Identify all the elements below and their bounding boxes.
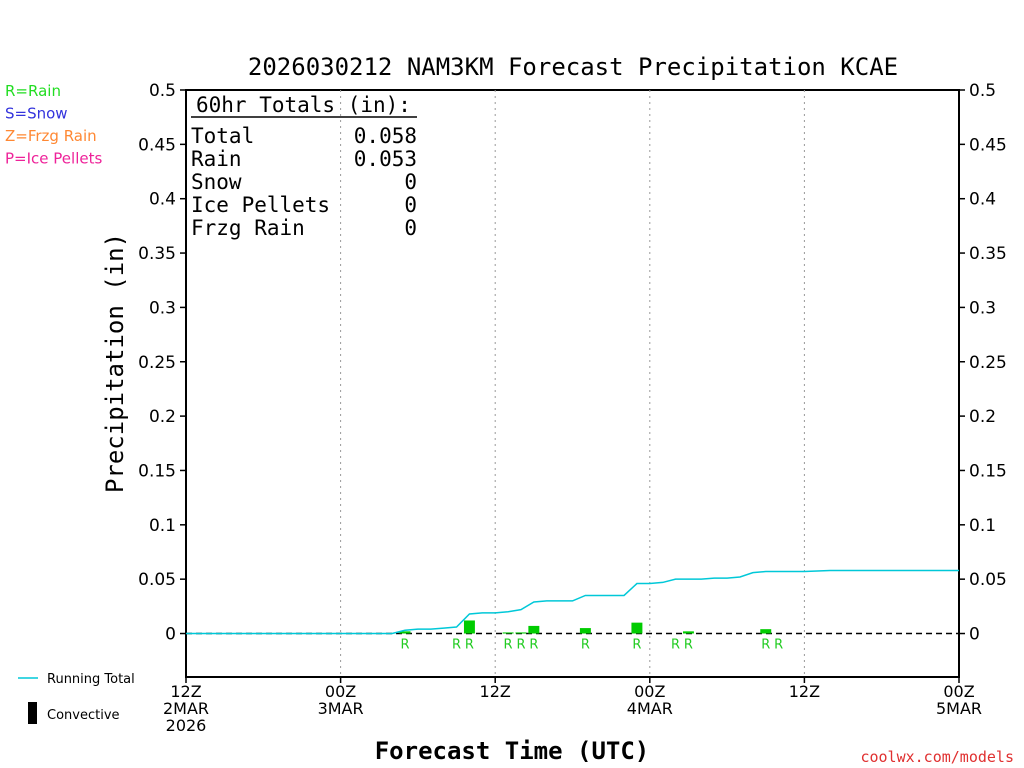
y-tick-label-right: 0.1 — [969, 516, 996, 536]
totals-row-value: 0 — [404, 170, 417, 194]
precip-type-mark: R — [465, 638, 474, 653]
series-legend: Running Total Convective — [18, 672, 135, 724]
y-tick-label-right: 0.35 — [969, 244, 1007, 264]
x-tick-label: 00Z — [634, 682, 665, 701]
precip-type-legend-item: S=Snow — [5, 105, 68, 123]
y-tick-label-right: 0.2 — [969, 407, 996, 427]
legend-label: Running Total — [47, 672, 135, 687]
precip-type-mark: R — [632, 638, 641, 653]
y-tick-label-left: 0.35 — [138, 244, 176, 264]
precip-type-mark: R — [671, 638, 680, 653]
y-tick-label-left: 0.15 — [138, 461, 176, 481]
y-axis: 0 00.05 0.050.1 0.10.15 0.150.2 0.20.25 0.250.… — [138, 81, 1007, 645]
precip-type-mark: R — [504, 638, 513, 653]
y-tick-label-left: 0.45 — [138, 135, 176, 155]
plot-frame — [185, 89, 960, 678]
precip-type-legend-item: Z=Frzg Rain — [5, 127, 97, 145]
totals-row-value: 0 — [404, 216, 417, 240]
x-gridlines — [340, 90, 805, 677]
precip-type-mark: R — [529, 638, 538, 653]
y-tick-label-left: 0.1 — [149, 516, 176, 536]
precip-type-mark: R — [761, 638, 770, 653]
totals-rows: Total 0.058 Rain 0.053 Snow 0 Ice Pellets 0 Frzg… — [191, 124, 417, 240]
y-tick-label-right: 0.45 — [969, 135, 1007, 155]
totals-row-label: Snow — [191, 170, 242, 194]
y-tick-label-right: 0 — [969, 625, 980, 645]
x-tick-label: 00Z — [943, 682, 974, 701]
precip-type-mark: R — [452, 638, 461, 653]
precip-bar — [682, 631, 694, 634]
totals-row-label: Frzg Rain — [191, 216, 305, 240]
y-tick-label-right: 0.3 — [969, 298, 996, 318]
totals-box: 60hr Totals (in): Total 0.058 Rain 0.053 Sno… — [191, 93, 417, 240]
chart-title: 2026030212 NAM3KM Forecast Precipitation… — [248, 53, 898, 81]
totals-row-value: 0.058 — [354, 124, 417, 148]
precip-type-legend: R=Rain S=Snow Z=Frzg Rain P=Ice Pellets — [5, 82, 102, 168]
precip-bar — [631, 622, 643, 634]
precip-type-mark: R — [774, 638, 783, 653]
precip-type-mark: R — [516, 638, 525, 653]
x-tick-label: 2MAR — [163, 699, 209, 718]
x-tick-label: 12Z — [480, 682, 511, 701]
precip-bar — [579, 628, 591, 634]
precip-bar — [515, 632, 527, 634]
totals-row-label: Total — [191, 124, 254, 148]
y-tick-label-right: 0.25 — [969, 353, 1007, 373]
totals-row-value: 0.053 — [354, 147, 417, 171]
y-tick-label-right: 0.4 — [969, 190, 996, 210]
legend-swatch-convective — [28, 702, 37, 724]
y-tick-label-left: 0.3 — [149, 298, 176, 318]
x-tick-label: 12Z — [170, 682, 201, 701]
precip-bars — [399, 620, 772, 634]
x-tick-label: 00Z — [325, 682, 356, 701]
y-tick-label-left: 0.4 — [149, 190, 176, 210]
y-tick-label-right: 0.15 — [969, 461, 1007, 481]
x-tick-label: 4MAR — [627, 699, 673, 718]
x-axis-label: Forecast Time (UTC) — [375, 737, 650, 765]
y-tick-label-left: 0.5 — [149, 81, 176, 101]
precip-type-mark: R — [400, 638, 409, 653]
precip-bar — [399, 631, 411, 634]
x-tick-label: 12Z — [789, 682, 820, 701]
precip-bar — [528, 625, 540, 634]
precip-bar — [463, 620, 475, 634]
y-tick-label-right: 0.05 — [969, 570, 1007, 590]
y-axis-label: Precipitation (in) — [101, 233, 129, 493]
y-tick-label-left: 0.05 — [138, 570, 176, 590]
precip-type-mark: R — [684, 638, 693, 653]
x-tick-label: 2026 — [166, 716, 207, 735]
precip-type-legend-item: P=Ice Pellets — [5, 150, 102, 168]
legend-label: Convective — [47, 708, 120, 723]
totals-row-label: Ice Pellets — [191, 193, 330, 217]
precip-bar — [760, 629, 772, 634]
totals-row-label: Rain — [191, 147, 242, 171]
y-tick-label-right: 0.5 — [969, 81, 996, 101]
credit-text: coolwx.com/models — [860, 748, 1014, 766]
totals-heading: 60hr Totals (in): — [196, 93, 411, 117]
precip-type-legend-item: R=Rain — [5, 82, 61, 100]
precip-bar — [502, 632, 514, 634]
precip-type-mark: R — [581, 638, 590, 653]
x-tick-label: 3MAR — [318, 699, 364, 718]
running-total-line — [186, 569, 959, 635]
y-tick-label-left: 0.2 — [149, 407, 176, 427]
totals-row-value: 0 — [404, 193, 417, 217]
x-tick-label: 5MAR — [936, 699, 982, 718]
y-tick-label-left: 0 — [165, 625, 176, 645]
y-tick-label-left: 0.25 — [138, 353, 176, 373]
